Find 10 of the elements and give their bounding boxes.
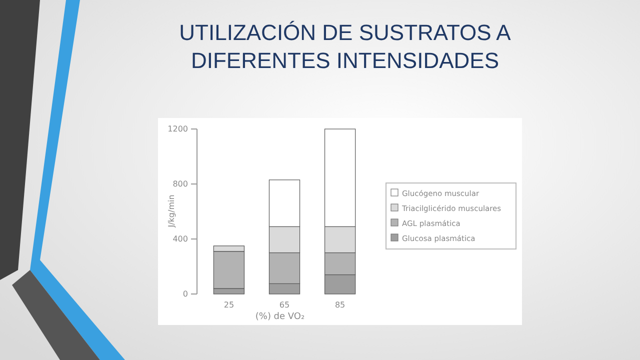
- x-tick-label: 65: [279, 300, 290, 310]
- y-tick-label: 800: [172, 180, 188, 189]
- y-axis-title: J/kg/min: [167, 194, 176, 228]
- y-tick-label: 1200: [168, 124, 188, 134]
- x-axis-title: (%) de VO₂: [255, 312, 306, 322]
- y-tick-label: 400: [172, 234, 188, 244]
- x-tick-label: 85: [334, 300, 346, 310]
- x-tick-label: 25: [224, 300, 234, 310]
- chart-title: UTILIZACIÓN DE SUSTRATOS A DIFERENTES INTENSIDADES: [179, 20, 512, 73]
- y-tick-label: 0: [182, 290, 188, 299]
